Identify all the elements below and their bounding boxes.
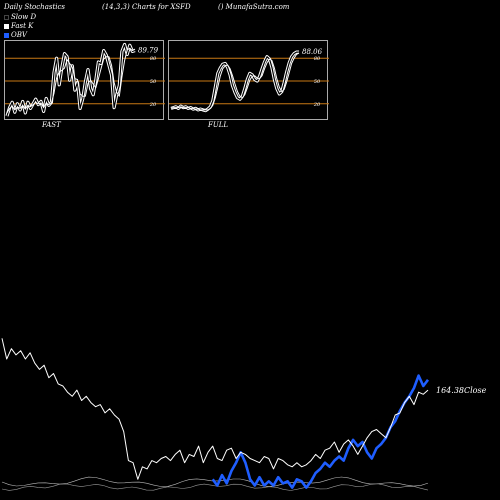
full-panel-caption: FULL [208,121,229,129]
obv-line [211,374,430,489]
legend: Slow D Fast K OBV [4,13,36,40]
full-level-label-50: 50 [314,79,321,85]
fast-panel-caption: FAST [42,121,61,129]
legend-label-obv: OBV [11,31,27,39]
fast-level-label-50: 50 [150,79,157,85]
legend-swatch-slow-d [4,15,9,20]
legend-item-slow-d: Slow D [4,13,36,22]
fast-slow-d-line [6,47,136,114]
legend-swatch-fast-k [4,24,9,29]
full-last-value-label: 88.06 [302,48,323,56]
close-value-label: 164.38Close [436,386,487,395]
legend-item-fast-k: Fast K [4,22,36,31]
indicator-line-2 [1,483,429,491]
full-level-label-20: 20 [313,102,321,108]
close-line [1,338,429,480]
fast-stochastic-panel: 20 50 80 89.79 [4,40,165,120]
full-stochastic-panel: 20 50 80 88.06 [168,40,329,120]
legend-swatch-obv [4,33,9,38]
fast-fast-k-line-core [6,43,136,117]
site-name: () MunafaSutra.com [218,3,290,11]
chart-title: Daily Stochastics [4,3,66,11]
legend-item-obv: OBV [4,31,36,40]
legend-label-slow-d: Slow D [11,13,37,21]
fast-level-label-80: 80 [150,56,157,62]
full-slow-d-line [170,52,300,111]
fast-level-label-20: 20 [149,102,157,108]
legend-label-fast-k: Fast K [11,22,34,30]
chart-params: (14,3,3) Charts for XSFD [102,3,191,11]
full-level-label-80: 80 [314,56,321,62]
fast-last-value-label: 89.79 [138,47,159,55]
